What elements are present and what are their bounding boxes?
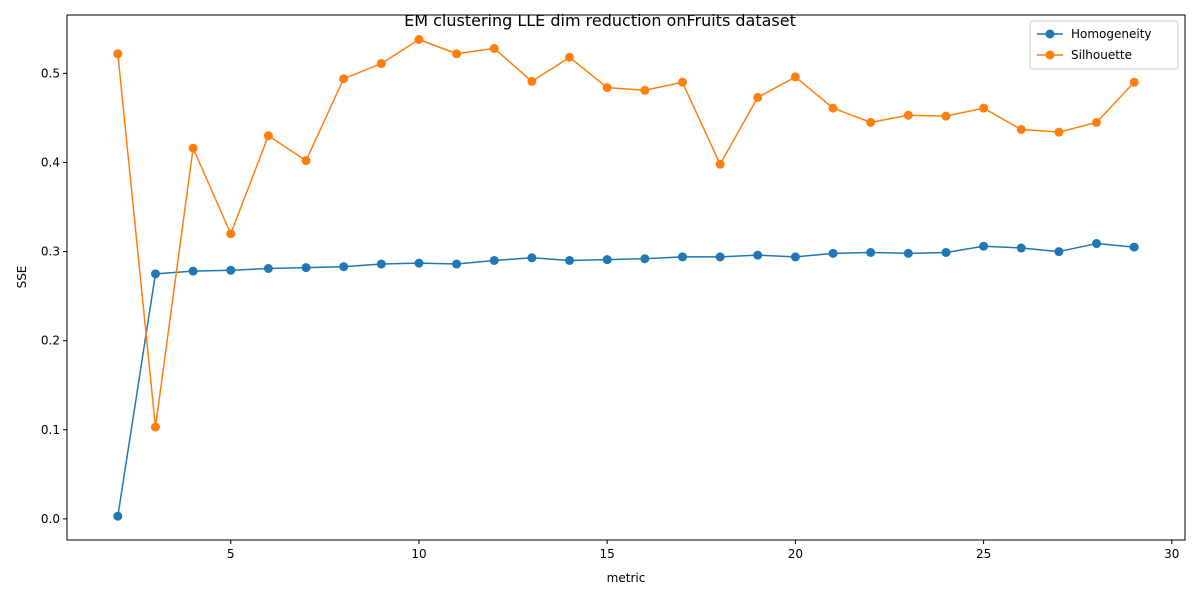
silhouette-point <box>489 43 499 53</box>
silhouette-point <box>790 72 800 82</box>
series-layer <box>113 35 1139 521</box>
silhouette-point <box>640 85 650 95</box>
y-tick-label: 0.5 <box>41 66 60 80</box>
silhouette-point <box>565 52 575 62</box>
x-tick-label: 5 <box>227 547 235 561</box>
homogeneity-point <box>1092 239 1102 249</box>
silhouette-point <box>452 49 462 59</box>
homogeneity-point <box>866 247 876 257</box>
homogeneity-point <box>150 269 160 279</box>
homogeneity-point <box>828 248 838 258</box>
silhouette-point <box>941 111 951 121</box>
silhouette-point <box>150 422 160 432</box>
legend-marker-homogeneity <box>1045 29 1055 39</box>
y-tick-label: 0.4 <box>41 155 60 169</box>
y-axis-label: SSE <box>15 266 29 289</box>
silhouette-point <box>866 117 876 127</box>
x-tick-label: 10 <box>411 547 426 561</box>
legend: Homogeneity Silhouette <box>1029 20 1179 70</box>
x-tick-label: 20 <box>788 547 803 561</box>
homogeneity-point <box>941 247 951 257</box>
legend-box <box>1029 20 1179 70</box>
y-axis: 0.0 0.1 0.2 0.3 0.4 0.5 <box>41 66 67 526</box>
silhouette-point <box>979 103 989 113</box>
silhouette-point <box>602 83 612 93</box>
silhouette-point <box>226 229 236 239</box>
homogeneity-point <box>339 262 349 272</box>
silhouette-point <box>677 77 687 87</box>
chart-title: EM clustering LLE dim reduction onFruits… <box>404 11 796 30</box>
silhouette-point <box>113 49 123 59</box>
homogeneity-point <box>414 258 424 268</box>
homogeneity-point <box>301 263 311 273</box>
legend-label-silhouette: Silhouette <box>1071 48 1132 62</box>
homogeneity-point <box>640 254 650 264</box>
silhouette-point <box>188 143 198 153</box>
x-tick-label: 25 <box>976 547 991 561</box>
x-axis-label: metric <box>607 571 646 585</box>
silhouette-point <box>527 76 537 86</box>
silhouette-point <box>1129 77 1139 87</box>
legend-marker-silhouette <box>1045 50 1055 60</box>
silhouette-point <box>1092 117 1102 127</box>
y-tick-label: 0.1 <box>41 423 60 437</box>
homogeneity-point <box>677 252 687 262</box>
homogeneity-point <box>1129 242 1139 252</box>
homogeneity-point <box>263 264 273 274</box>
y-tick-label: 0.3 <box>41 245 60 259</box>
legend-label-homogeneity: Homogeneity <box>1071 27 1152 41</box>
homogeneity-point <box>489 255 499 265</box>
silhouette-point <box>301 156 311 166</box>
homogeneity-point <box>113 511 123 521</box>
homogeneity-point <box>452 259 462 269</box>
homogeneity-point <box>602 255 612 265</box>
plot-area <box>66 14 1186 541</box>
silhouette-point <box>828 103 838 113</box>
silhouette-point <box>1054 127 1064 137</box>
homogeneity-point <box>527 253 537 263</box>
homogeneity-point <box>226 265 236 275</box>
homogeneity-point <box>1054 247 1064 257</box>
silhouette-point <box>263 131 273 141</box>
x-tick-label: 15 <box>600 547 615 561</box>
homogeneity-point <box>376 259 386 269</box>
silhouette-point <box>903 110 913 120</box>
homogeneity-point <box>979 241 989 251</box>
homogeneity-point <box>565 255 575 265</box>
x-axis: 5 10 15 20 25 30 <box>227 540 1179 561</box>
homogeneity-point <box>1016 243 1026 253</box>
homogeneity-point <box>903 248 913 258</box>
y-tick-label: 0.0 <box>41 512 60 526</box>
silhouette-point <box>753 92 763 102</box>
homogeneity-point <box>790 252 800 262</box>
silhouette-point <box>339 74 349 84</box>
homogeneity-line <box>117 242 1135 517</box>
silhouette-point <box>414 35 424 45</box>
homogeneity-point <box>753 250 763 260</box>
homogeneity-point <box>188 266 198 276</box>
y-tick-label: 0.2 <box>41 334 60 348</box>
silhouette-point <box>376 59 386 69</box>
homogeneity-point <box>715 252 725 262</box>
x-tick-label: 30 <box>1164 547 1179 561</box>
silhouette-point <box>1016 124 1026 134</box>
silhouette-line <box>117 38 1135 428</box>
silhouette-point <box>715 159 725 169</box>
